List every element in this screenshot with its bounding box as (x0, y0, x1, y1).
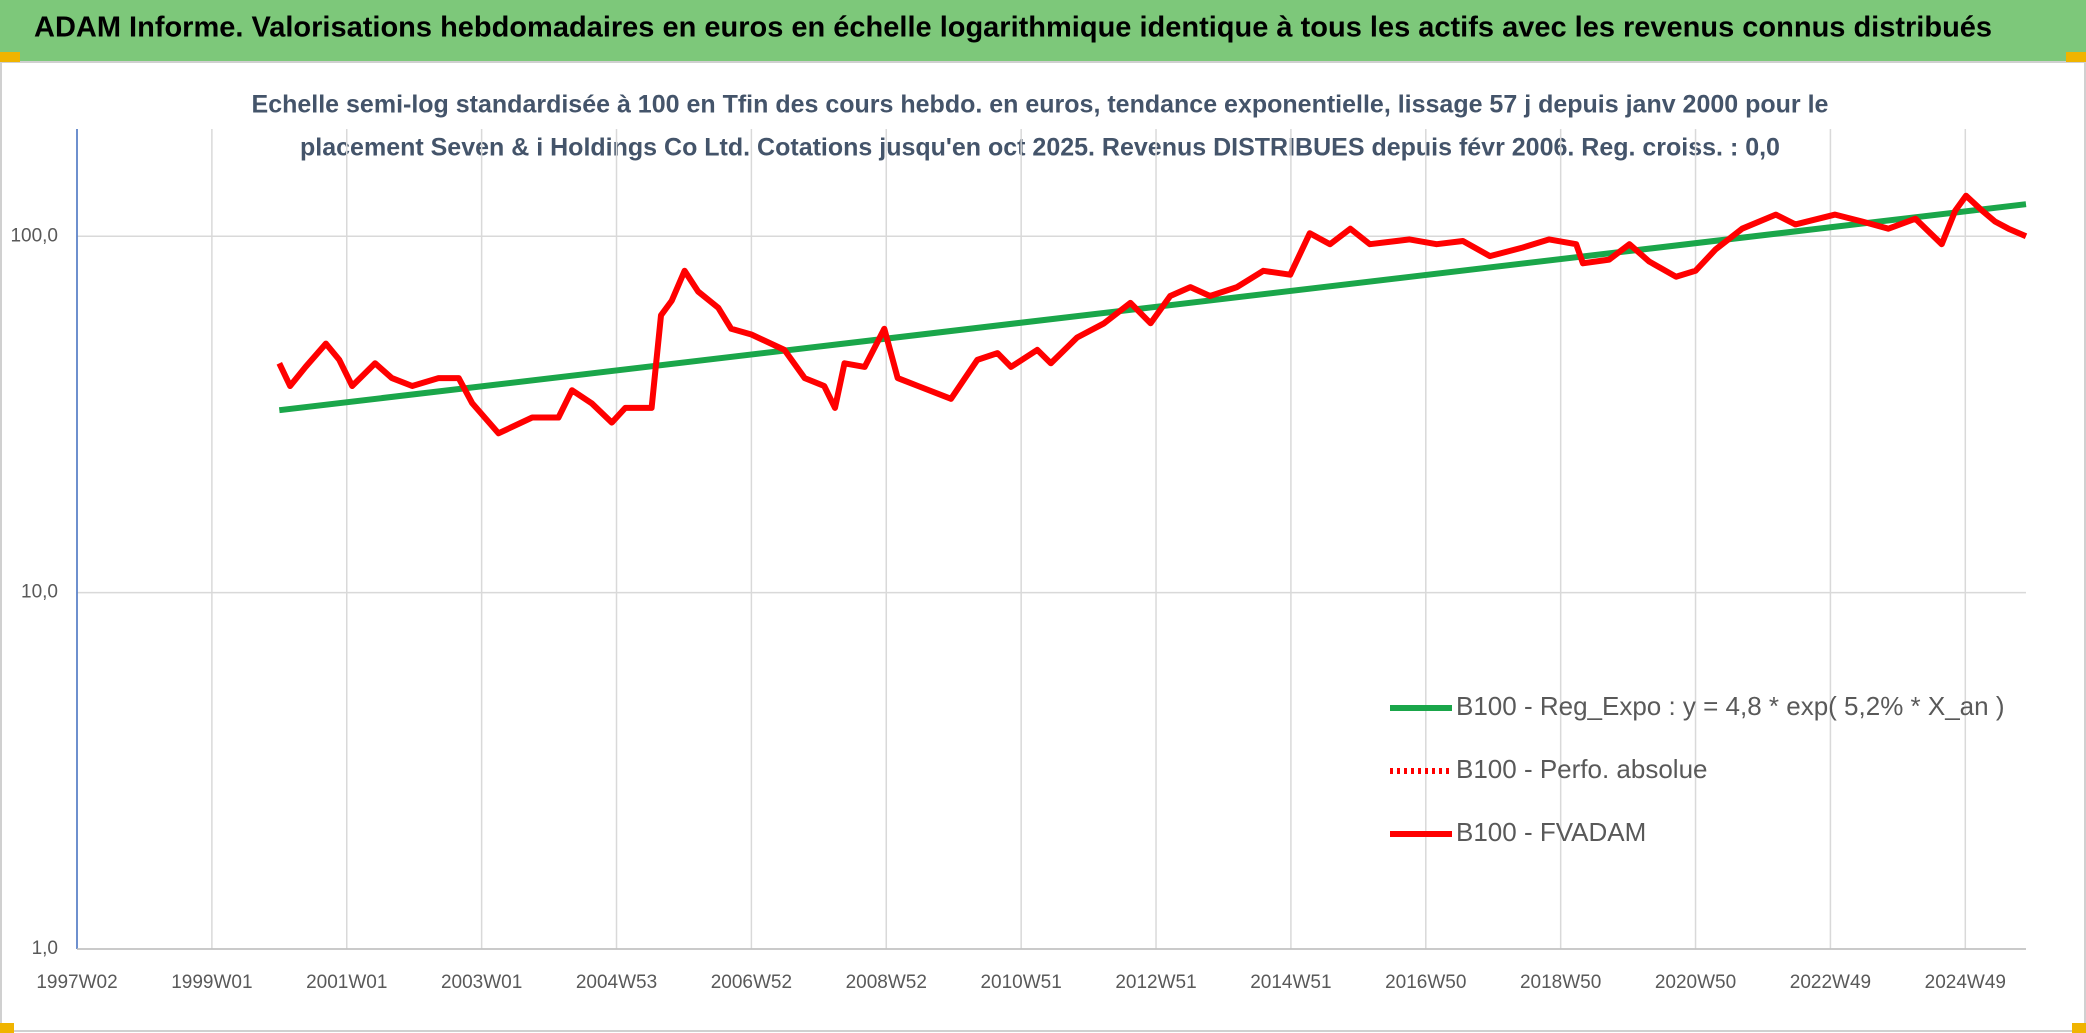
x-tick-label: 2014W51 (1250, 972, 1331, 993)
chart-subtitle: placement Seven & i Holdings Co Ltd. Cot… (300, 134, 1780, 162)
legend-label: B100 - Perfo. absolue (1456, 754, 1708, 784)
x-tick-label: 2008W52 (846, 972, 927, 993)
y-tick-label: 1,0 (32, 938, 58, 959)
title-bar (0, 0, 2086, 62)
corner (0, 52, 20, 62)
x-tick-label: 2012W51 (1115, 972, 1196, 993)
x-tick-label: 2001W01 (306, 972, 387, 993)
series-line (276, 192, 2028, 437)
y-tick-label: 10,0 (21, 582, 58, 603)
page-title: ADAM Informe. Valorisations hebdomadaire… (34, 12, 1992, 44)
x-tick-label: 2003W01 (441, 972, 522, 993)
series-line (278, 201, 2027, 414)
corner (0, 1023, 14, 1033)
x-tick-label: 2016W50 (1385, 972, 1466, 993)
x-tick-label: 2018W50 (1520, 972, 1601, 993)
chart-frame (0, 61, 2086, 1032)
x-tick-label: 2010W51 (980, 972, 1061, 993)
x-tick-label: 2006W52 (711, 972, 792, 993)
legend-label: B100 - FVADAM (1456, 817, 1646, 847)
x-tick-label: 2024W49 (1925, 972, 2006, 993)
corner (2066, 52, 2086, 62)
corner (2072, 1023, 2086, 1033)
x-tick-label: 2004W53 (576, 972, 657, 993)
chart-subtitle: Echelle semi-log standardisée à 100 en T… (252, 91, 1829, 119)
y-tick-label: 100,0 (10, 225, 58, 246)
x-tick-label: 2022W49 (1790, 972, 1871, 993)
x-tick-label: 1999W01 (171, 972, 252, 993)
x-tick-label: 1997W02 (36, 972, 117, 993)
x-tick-label: 2020W50 (1655, 972, 1736, 993)
legend-label: B100 - Reg_Expo : y = 4,8 * exp( 5,2% * … (1456, 691, 2005, 721)
